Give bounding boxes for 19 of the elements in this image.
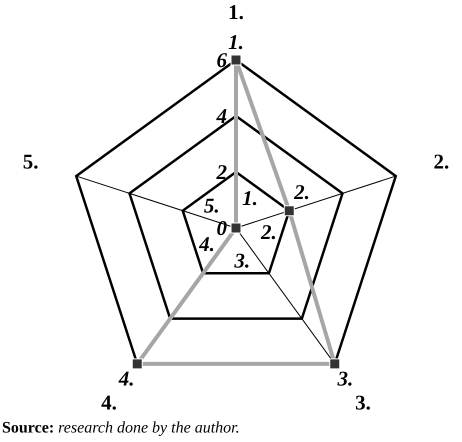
text: 3. bbox=[337, 366, 354, 390]
y-tick-label: 0 bbox=[216, 216, 228, 240]
spoke-label: 3. bbox=[233, 248, 250, 272]
y-tick-label: 4 bbox=[216, 104, 227, 128]
source-note: Source: research done by the author. bbox=[2, 420, 240, 436]
spoke-label: 5. bbox=[204, 193, 220, 218]
text: 4. bbox=[118, 366, 135, 390]
category-label: 3. bbox=[355, 390, 371, 415]
text: 1. bbox=[228, 30, 244, 54]
y-tick-label: 2 bbox=[216, 160, 228, 184]
y-tick-label: 6 bbox=[216, 48, 228, 72]
spoke-label: 2. bbox=[260, 220, 277, 244]
category-label: 5. bbox=[22, 149, 38, 174]
spoke-label: 1. bbox=[242, 186, 258, 210]
category-label: 1. bbox=[228, 0, 244, 24]
category-label: 4. bbox=[101, 390, 117, 415]
category-label: 2. bbox=[434, 149, 450, 174]
spoke-label: 4. bbox=[198, 232, 215, 256]
text: 2. bbox=[294, 180, 310, 204]
